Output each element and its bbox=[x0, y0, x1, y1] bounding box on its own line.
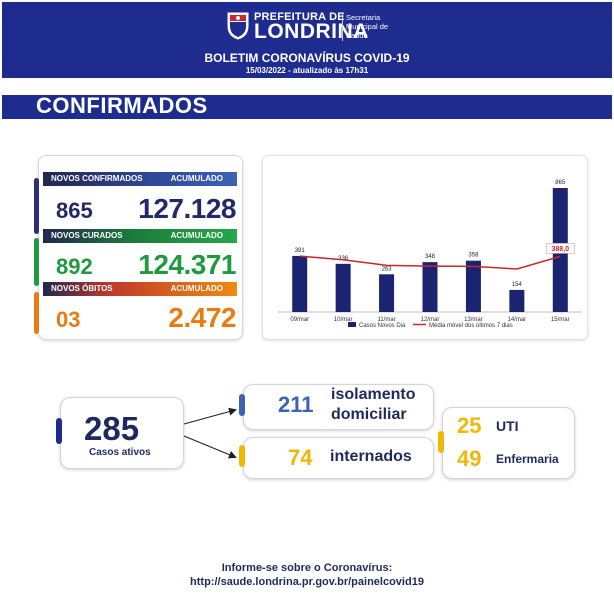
logo-divider bbox=[342, 13, 343, 41]
bar-11/mar bbox=[379, 274, 395, 312]
x-tick-13/mar: 13/mar bbox=[464, 317, 483, 323]
logo-main-text: LONDRINA bbox=[254, 20, 369, 43]
curados-header: NOVOS CURADOS ACUMULADO bbox=[43, 229, 237, 243]
header-banner bbox=[2, 2, 612, 78]
confirmados-new-value: 865 bbox=[56, 198, 93, 223]
isolamento-value: 211 bbox=[278, 392, 314, 417]
bar-label-15/mar: 865 bbox=[555, 180, 566, 186]
obitos-header: NOVOS ÓBITOS ACUMULADO bbox=[43, 282, 237, 296]
legend-label-bars: Casos Novos Dia bbox=[359, 323, 406, 329]
enfermaria-label: Enfermaria bbox=[496, 452, 559, 466]
curados-acc-label: ACUMULADO bbox=[170, 231, 223, 240]
bar-14/mar bbox=[509, 289, 525, 312]
confirmados-acc-value: 127.128 bbox=[138, 193, 236, 224]
bar-label-14/mar: 154 bbox=[512, 282, 523, 288]
crest-icon bbox=[227, 12, 249, 40]
stats-side-bar-green bbox=[34, 238, 39, 286]
internados-breakdown-box bbox=[442, 407, 575, 479]
arrow-to-internados bbox=[183, 435, 237, 459]
x-tick-14/mar: 14/mar bbox=[508, 317, 527, 323]
curados-acc-value: 124.371 bbox=[138, 249, 236, 280]
bar-09/mar bbox=[292, 255, 308, 312]
logo-sec-line-2: Municipal de bbox=[346, 22, 389, 31]
logo-sec-line-1: Secretaria bbox=[346, 13, 381, 22]
prefeitura-logo: PREFEITURA DE LONDRINA Secretaria Munici… bbox=[226, 10, 396, 44]
curados-label: NOVOS CURADOS bbox=[51, 231, 123, 240]
legend-label-average: Média móvel dos últimos 7 dias bbox=[429, 323, 513, 329]
x-tick-10/mar: 10/mar bbox=[334, 317, 353, 323]
average-annotation: 388,0 bbox=[552, 246, 570, 253]
bar-label-13/mar: 358 bbox=[468, 253, 479, 259]
x-tick-11/mar: 11/mar bbox=[377, 317, 395, 323]
internados-value: 74 bbox=[288, 445, 313, 470]
arrow-to-isolamento bbox=[183, 407, 237, 425]
ativos-value: 285 bbox=[84, 410, 140, 447]
confirmados-label: NOVOS CONFIRMADOS bbox=[51, 174, 143, 183]
stats-side-bar-blue bbox=[34, 178, 39, 234]
enfermaria-value: 49 bbox=[457, 446, 482, 471]
isolamento-pill bbox=[239, 394, 245, 416]
bulletin-title: BOLETIM CORONAVÍRUS COVID-19 bbox=[204, 51, 410, 65]
average-annotation-box bbox=[545, 243, 575, 254]
obitos-label: NOVOS ÓBITOS bbox=[51, 284, 113, 293]
uti-value: 25 bbox=[457, 413, 482, 438]
isolamento-label: isolamento domiciliar bbox=[331, 385, 415, 425]
isolamento-label-line-1: isolamento bbox=[331, 386, 416, 403]
bar-10/mar bbox=[335, 263, 351, 312]
bar-13/mar bbox=[465, 260, 481, 312]
moving-average-line bbox=[299, 255, 561, 270]
legend-swatch-bars bbox=[348, 322, 356, 327]
logo-sec-line-3: Saúde bbox=[346, 31, 368, 40]
bar-12/mar bbox=[422, 262, 438, 312]
section-banner bbox=[2, 95, 612, 119]
bar-label-09/mar: 391 bbox=[295, 248, 306, 254]
breakdown-pill bbox=[438, 431, 444, 453]
ativos-pill bbox=[56, 418, 62, 444]
curados-new-value: 892 bbox=[56, 254, 93, 279]
internados-box bbox=[243, 437, 434, 479]
bulletin-date: 15/03/2022 - atualizado às 17h31 bbox=[245, 66, 369, 75]
logo-secretaria-text: Secretaria Municipal de Saúde bbox=[346, 13, 406, 40]
confirmados-header: NOVOS CONFIRMADOS ACUMULADO bbox=[43, 172, 237, 186]
bar-label-10/mar: 336 bbox=[338, 256, 349, 262]
section-title: CONFIRMADOS bbox=[36, 93, 208, 118]
confirmados-acc-label: ACUMULADO bbox=[170, 174, 223, 183]
internados-label: internados bbox=[330, 448, 412, 465]
x-tick-15/mar: 15/mar bbox=[551, 317, 570, 323]
bar-label-12/mar: 348 bbox=[425, 254, 436, 260]
branch-arrows bbox=[183, 407, 237, 459]
footer-info: Informe-se sobre o Coronavírus: bbox=[221, 562, 393, 574]
stats-side-bar-orange bbox=[34, 292, 39, 334]
obitos-new-value: 03 bbox=[56, 307, 81, 332]
obitos-acc-value: 2.472 bbox=[168, 302, 236, 333]
cases-chart: 391 09/mar 336 10/mar 263 11/mar 348 12/mar 358 1… bbox=[278, 180, 582, 329]
isolamento-box bbox=[243, 384, 434, 430]
obitos-acc-label: ACUMULADO bbox=[170, 284, 223, 293]
internados-pill bbox=[239, 445, 245, 467]
isolamento-label-line-2: domiciliar bbox=[331, 406, 407, 423]
x-tick-09/mar: 09/mar bbox=[290, 317, 309, 323]
ativos-label: Casos ativos bbox=[89, 447, 151, 458]
footer-link[interactable]: http://saude.londrina.pr.gov.br/painelco… bbox=[190, 576, 424, 588]
logo-top-text: PREFEITURA DE bbox=[254, 11, 345, 23]
x-tick-12/mar: 12/mar bbox=[421, 317, 440, 323]
bar-label-11/mar: 263 bbox=[382, 266, 393, 272]
uti-label: UTI bbox=[496, 418, 519, 434]
